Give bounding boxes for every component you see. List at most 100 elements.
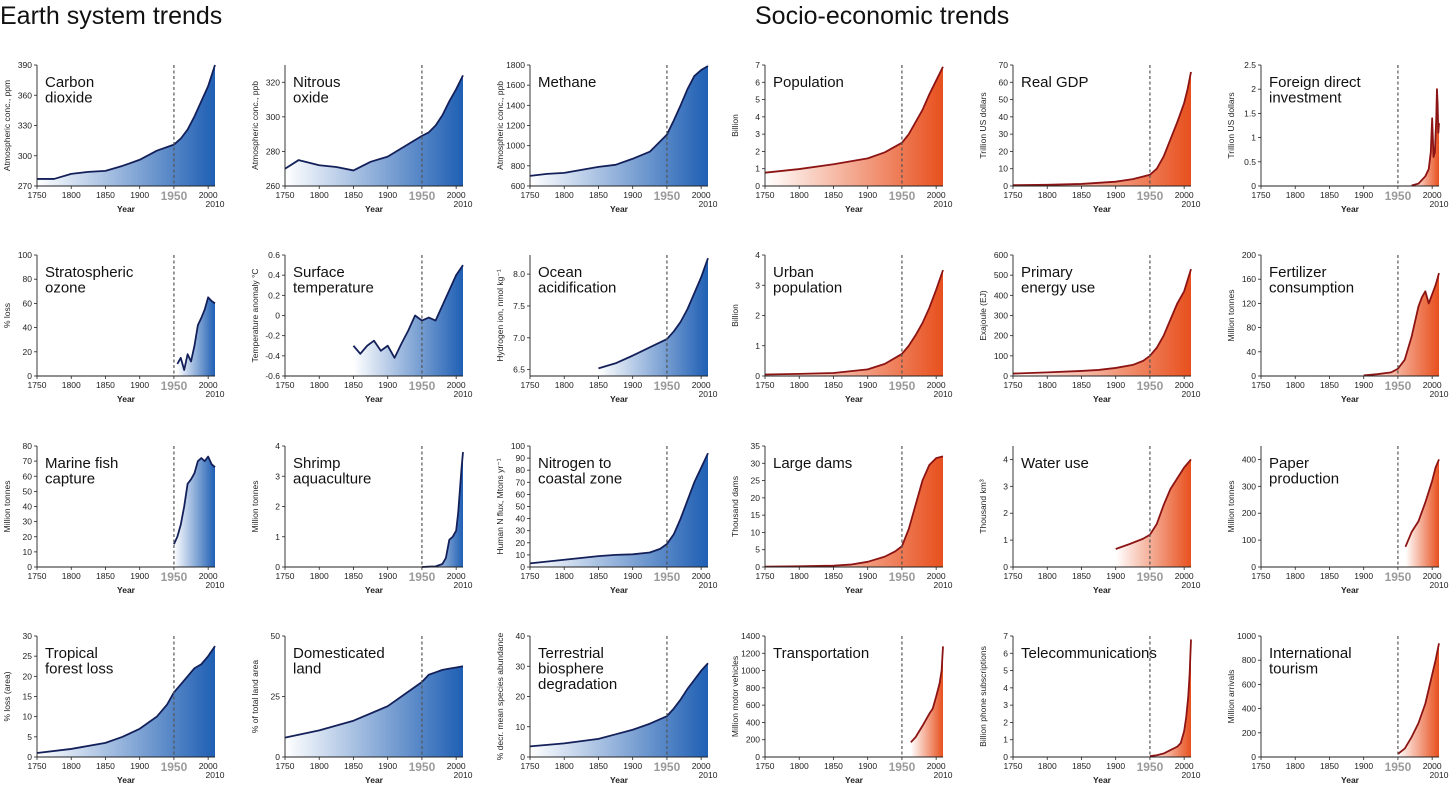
panel-title-line: capture [45,471,95,488]
y-tick-label: 4 [755,250,760,260]
y-tick-label: 6 [1003,648,1008,658]
y-tick-label: 10 [516,722,526,732]
series-line [529,65,709,177]
y-tick-label: 400 [1242,454,1256,464]
series-area [173,456,215,567]
panel-title-line: biosphere [538,661,604,678]
x-tick-label: 2000 [1423,761,1442,771]
y-axis-title: Exajoule (EJ) [978,290,988,341]
x-tick-label: 1750 [1252,380,1271,390]
x-tick-label: 2000 [927,380,946,390]
x-tick-label: 1800 [1038,761,1057,771]
chart-panel-5: 0 0.5 1 1.5 2 2.5 1750 1800 1850 1900 1950 20002010… [1226,60,1449,214]
y-tick-label: 320 [266,77,280,87]
x-tick-label: 1850 [824,190,843,200]
y-tick-label: 35 [751,441,761,451]
chart-panel-15: 0 5 10 15 20 25 30 35 1750 1800 1850 1900 1950 200020… [730,441,953,595]
x-tick-label: 2000 [447,190,466,200]
x-tick-label-1950: 1950 [889,189,916,203]
x-axis-title: Year [1341,394,1360,404]
panel-title-line: consumption [1269,280,1354,297]
panel-title-line: Urban [773,264,814,281]
y-tick-label: 30 [23,631,33,641]
y-tick-label: 5 [1003,666,1008,676]
y-axis-title: % loss (area) [2,671,12,721]
y-tick-label: 0 [275,311,280,321]
x-tick-label: 1850 [1072,571,1091,581]
x-tick-label: 2000 [1175,380,1194,390]
y-tick-label: 1 [1003,735,1008,745]
panel-title-line: Transportation [773,645,869,662]
series-line [764,66,944,174]
chart-panel-12: 0 10 20 30 40 50 60 70 80 1750 1800 1850 1900 1950 200… [2,441,225,595]
y-tick-label: 0 [275,752,280,762]
y-tick-label: 20 [23,532,33,542]
y-axis-title: Hydrogen ion, nmol kg⁻¹ [495,269,505,362]
x-end-label: 2010 [699,770,718,780]
series-line [421,451,464,568]
y-axis-title: Temperature anomaly °C [250,268,260,362]
x-tick-label: 1850 [96,571,115,581]
x-tick-label: 1900 [623,190,642,200]
y-tick-label: 60 [999,77,1009,87]
y-tick-label: 15 [23,692,33,702]
x-tick-label: 2000 [447,571,466,581]
chart-panel-14: 0 10 20 30 40 50 60 70 80 90 100 1750 1800 1850 1900 19… [495,441,718,595]
y-tick-label: -0.2 [265,331,280,341]
panel-title-line: Telecommunications [1021,645,1157,662]
series-line [1012,268,1192,375]
x-end-label: 2010 [699,389,718,399]
y-tick-label: 10 [999,164,1009,174]
series-line [176,296,216,371]
y-tick-label: 80 [23,274,33,284]
x-tick-label-1950: 1950 [889,379,916,393]
series-area [1397,643,1439,757]
y-tick-label: 40 [23,502,33,512]
x-tick-label: 1750 [1252,190,1271,200]
y-tick-label: 10 [751,527,761,537]
y-tick-label: 300 [1242,481,1256,491]
y-tick-label: 1 [275,532,280,542]
y-axis-title: Billion [730,304,740,327]
x-end-label: 2010 [934,580,953,590]
x-tick-label: 1900 [858,190,877,200]
y-tick-label: 3 [755,129,760,139]
x-tick-label: 1900 [1106,761,1125,771]
x-end-label: 2010 [454,199,473,209]
x-tick-label: 1800 [790,380,809,390]
y-tick-label: 2 [1003,508,1008,518]
x-tick-label: 2000 [927,761,946,771]
y-tick-label: 4 [1003,683,1008,693]
panel-title-line: forest loss [45,661,113,678]
series-line [173,455,216,545]
y-tick-label: 10 [516,550,526,560]
x-tick-label: 1850 [1320,571,1339,581]
x-tick-label: 1800 [790,571,809,581]
y-tick-label: 0 [1003,562,1008,572]
y-tick-label: 200 [994,331,1008,341]
x-tick-label: 1750 [521,571,540,581]
y-tick-label: 360 [18,90,32,100]
y-tick-label: 1 [1003,535,1008,545]
x-tick-label: 1900 [1354,380,1373,390]
y-tick-label: 500 [994,270,1008,280]
panel-title-line: aquaculture [293,471,371,488]
panel-title-line: Stratospheric [45,264,134,281]
x-tick-label: 1800 [62,380,81,390]
x-tick-label: 1900 [378,761,397,771]
panel-title-line: investment [1269,90,1342,107]
y-tick-label: 0 [755,562,760,572]
x-tick-label: 1900 [378,571,397,581]
x-tick-label: 1850 [96,190,115,200]
x-tick-label-1950: 1950 [1137,379,1164,393]
x-tick-label: 1800 [1286,190,1305,200]
y-tick-label: 0 [1003,181,1008,191]
series-area [37,646,215,757]
panel-title-line: Domesticated [293,645,385,662]
x-tick-label: 1750 [276,761,295,771]
y-tick-label: 300 [18,151,32,161]
x-tick-label: 1750 [28,571,47,581]
chart-panel-8: 6.5 7.0 7.5 8.0 1750 1800 1850 1900 1950 20002010… [495,255,718,404]
x-tick-label: 1800 [62,190,81,200]
x-tick-label-1950: 1950 [1137,760,1164,774]
